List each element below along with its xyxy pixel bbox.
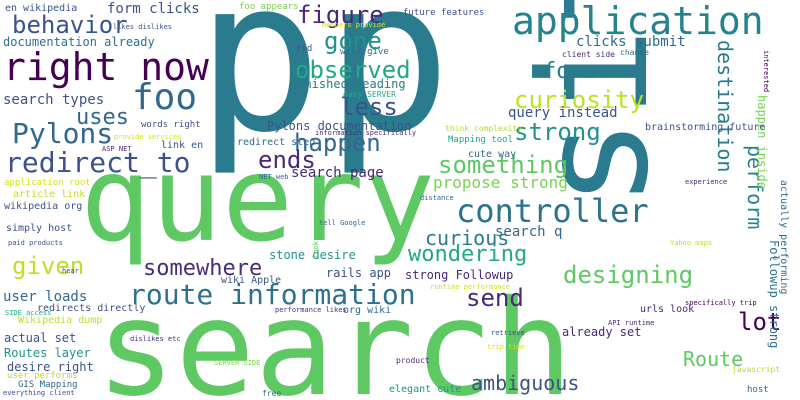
word: wiki Apple (221, 276, 281, 286)
word: hear (62, 268, 79, 275)
word: form (543, 61, 596, 83)
word: search q (495, 225, 562, 239)
word: happen inside (756, 95, 768, 189)
word: trip time (487, 344, 525, 351)
word: simply host (6, 224, 72, 234)
word: members provide (322, 22, 385, 29)
word: experience (685, 179, 727, 186)
word: Yahoo maps (670, 240, 712, 247)
word: redirect step (237, 138, 315, 148)
word: actually performing (778, 180, 788, 294)
word: dislikes etc (130, 336, 181, 343)
word: designing (563, 263, 693, 287)
word: future features (403, 9, 484, 18)
word: ASP NET (102, 146, 132, 153)
word: look (313, 241, 320, 258)
word: retrieve (491, 330, 525, 337)
word: tell Google (319, 220, 365, 227)
word: Wikipedia dump (18, 316, 102, 326)
word: uses (76, 107, 129, 129)
word: host (747, 386, 769, 395)
word: application root (4, 179, 91, 188)
word: wikipedia org (4, 202, 82, 212)
word: client side (562, 51, 615, 59)
word: foo (132, 80, 197, 116)
word: controller (456, 195, 649, 227)
word: change (620, 49, 649, 57)
word: distance (420, 195, 454, 202)
word: documentation already (3, 36, 155, 48)
word: already set (562, 326, 641, 338)
word: strong Followup (405, 269, 513, 281)
word: strong (514, 120, 601, 144)
word: rid (296, 45, 312, 54)
word: API runtime (608, 320, 654, 327)
word: org wiki (343, 306, 391, 316)
word: performance likes (275, 307, 347, 314)
word: think complexity (445, 125, 522, 133)
word: paid products (8, 240, 63, 247)
word: words right (141, 121, 201, 130)
word: query instead (508, 106, 618, 120)
word: search types (3, 93, 104, 107)
word: will give (340, 48, 389, 57)
word: link en (161, 141, 203, 151)
word: e (773, 255, 777, 262)
word: form clicks (107, 2, 200, 16)
word: article link (13, 190, 85, 200)
word: destination (715, 40, 735, 172)
word: clicks submit (576, 35, 686, 49)
word: NET web (259, 174, 289, 181)
word: elegant cute (389, 385, 461, 395)
word: finished reading (290, 78, 406, 90)
word: rails app (326, 267, 391, 279)
word: specifically trip (685, 300, 757, 307)
word: Routes layer (4, 347, 91, 359)
word: cute way (468, 150, 516, 160)
word: everything client (3, 390, 75, 397)
word: redirects directly (37, 304, 145, 314)
word: redirect_to (5, 149, 190, 177)
word: free (262, 390, 281, 398)
word: provide services (114, 134, 181, 141)
word: information specifically (315, 130, 416, 137)
word: javascript (732, 366, 780, 374)
word: brainstorming future (645, 123, 765, 133)
word: SERVER SIDE (214, 360, 260, 367)
word: en wikipedia (5, 4, 77, 14)
word: propose strong (433, 175, 568, 191)
word: Mapping tool (448, 136, 513, 145)
word: likes dislikes (113, 24, 172, 31)
word: actual set (4, 332, 76, 344)
word: runtime performance (430, 284, 510, 291)
word: search page (291, 166, 384, 180)
word: foo appears (239, 3, 299, 12)
word: SIDE access (5, 310, 51, 317)
word: interested (762, 50, 769, 92)
word: ambiguous (471, 373, 579, 393)
word: user loads (3, 290, 87, 304)
word: product (396, 357, 430, 365)
word: easy SERVER (343, 91, 396, 99)
